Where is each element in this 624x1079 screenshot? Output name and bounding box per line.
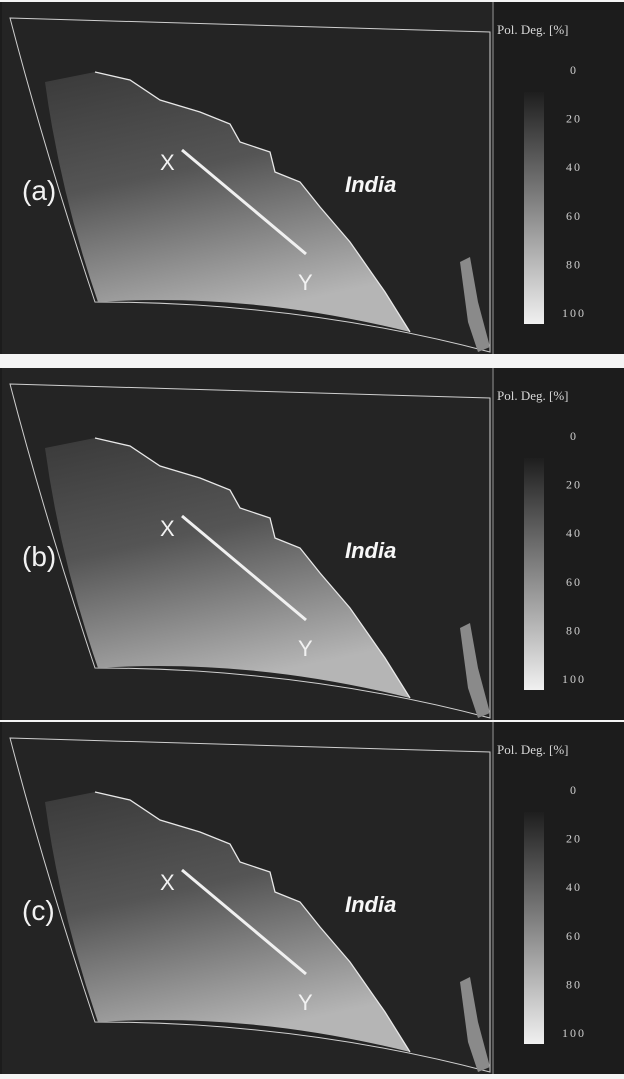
page: {"panels": [ {"label": "(a)", "start": "… — [0, 0, 624, 1079]
colorbar-tick-label: 0 — [570, 783, 578, 797]
colorbar-tick-label: 0 — [570, 63, 578, 77]
panel-label: (a) — [22, 175, 56, 206]
colorbar-tick-label: 40 — [566, 160, 582, 174]
transect-end: Y — [298, 636, 313, 661]
colorbar-tick-label: 60 — [566, 929, 582, 943]
colorbar-tick-label: 100 — [562, 1026, 586, 1040]
panel: (c) X Y India Pol. Deg. [%] 0 20 40 60 80 100 — [0, 722, 624, 1074]
colorbar-tick-label: 100 — [562, 672, 586, 686]
colorbar-title: Pol. Deg. [%] — [497, 22, 569, 37]
transect-end: Y — [298, 270, 313, 295]
colorbar — [524, 92, 544, 324]
region-label: India — [345, 892, 396, 917]
region-label: India — [345, 538, 396, 563]
colorbar-tick-label: 80 — [566, 257, 582, 271]
colorbar-tick-label: 0 — [570, 429, 578, 443]
panel: (b) X Y India Pol. Deg. [%] 0 20 40 60 80 100 — [0, 368, 624, 720]
region-label: India — [345, 172, 396, 197]
panel-label: (c) — [22, 895, 55, 926]
colorbar-title: Pol. Deg. [%] — [497, 742, 569, 757]
colorbar-tick-label: 20 — [566, 832, 582, 846]
colorbar-tick-label: 20 — [566, 478, 582, 492]
colorbar — [524, 458, 544, 690]
colorbar-tick-label: 80 — [566, 623, 582, 637]
transect-start: X — [160, 870, 175, 895]
panel: (a) X Y India Pol. Deg. [%] 0 20 40 60 80 100 — [0, 2, 624, 354]
colorbar-tick-label: 60 — [566, 575, 582, 589]
colorbar-tick-label: 40 — [566, 880, 582, 894]
panel-label: (b) — [22, 541, 56, 572]
colorbar-tick-label: 60 — [566, 209, 582, 223]
colorbar-tick-label: 100 — [562, 306, 586, 320]
transect-end: Y — [298, 990, 313, 1015]
colorbar-title: Pol. Deg. [%] — [497, 388, 569, 403]
colorbar-tick-label: 80 — [566, 977, 582, 991]
figure: (a) X Y India Pol. Deg. [%] 0 20 40 60 80 100 (b) X Y… — [0, 0, 624, 1079]
transect-start: X — [160, 150, 175, 175]
transect-start: X — [160, 516, 175, 541]
colorbar — [524, 812, 544, 1044]
colorbar-tick-label: 20 — [566, 112, 582, 126]
colorbar-tick-label: 40 — [566, 526, 582, 540]
